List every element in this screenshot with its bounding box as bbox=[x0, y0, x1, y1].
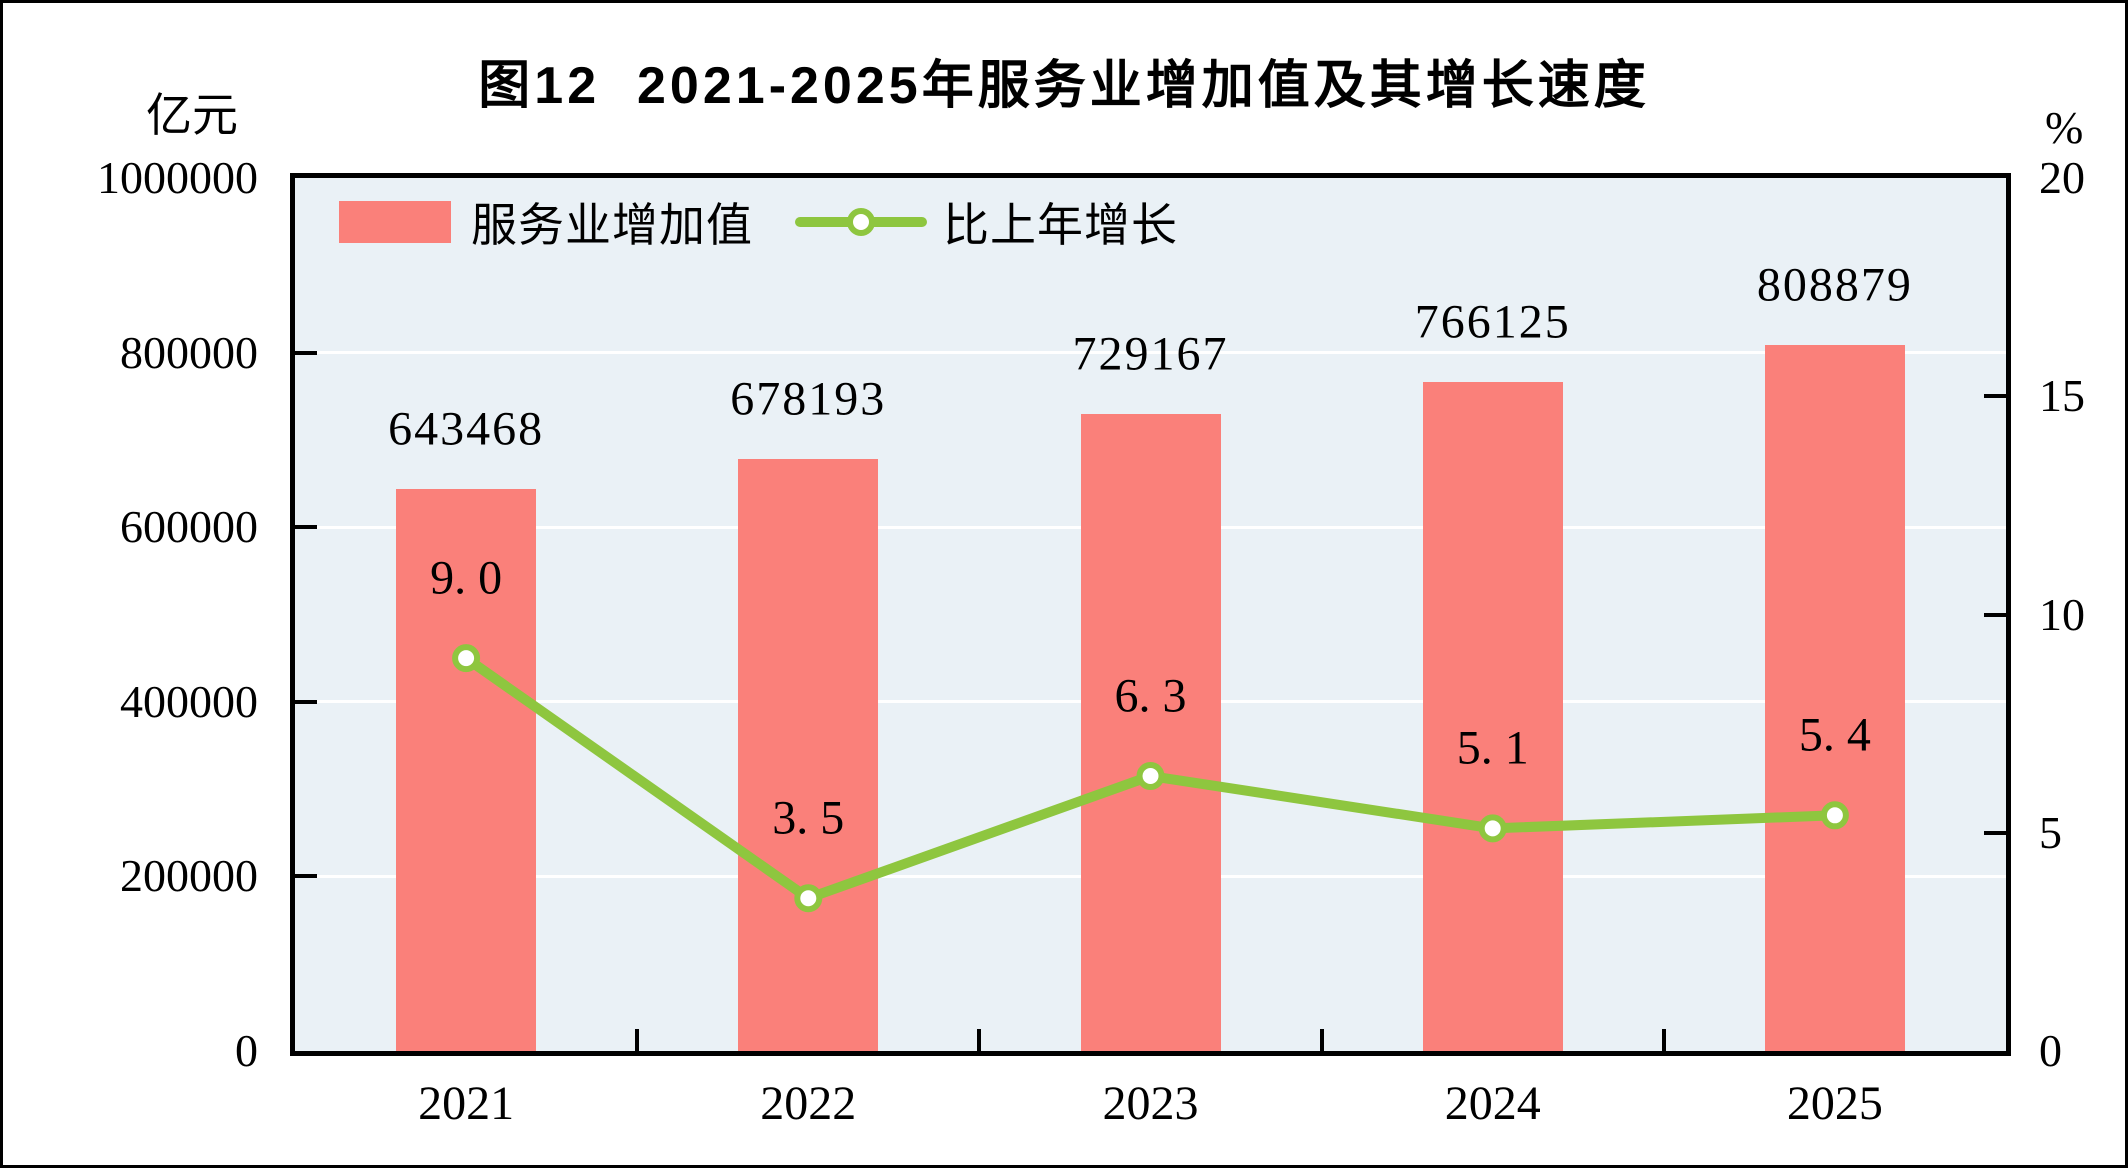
right-axis-tick bbox=[1984, 394, 2006, 399]
growth-value-label-2024: 5. 1 bbox=[1456, 721, 1529, 775]
left-axis-tick-label: 1000000 bbox=[97, 152, 258, 203]
right-axis-tick-label: 10 bbox=[2039, 588, 2085, 640]
x-axis-tick-label-2021: 2021 bbox=[418, 1077, 515, 1130]
left-axis-tick-label: 200000 bbox=[120, 850, 258, 902]
x-axis-tick bbox=[977, 1029, 982, 1051]
left-axis-tick-label: 800000 bbox=[120, 326, 258, 378]
bar-value-label-2025: 808879 bbox=[1756, 258, 1913, 312]
legend-line-sample bbox=[795, 201, 927, 243]
bar-2022 bbox=[738, 458, 879, 1051]
legend-bar-label: 服务业增加值 bbox=[471, 200, 753, 251]
x-axis-tick-label-2022: 2022 bbox=[760, 1077, 857, 1130]
growth-value-label-2025: 5. 4 bbox=[1798, 708, 1871, 762]
bar-2025 bbox=[1764, 344, 1905, 1051]
right-axis-tick-label: 0 bbox=[2039, 1025, 2062, 1076]
x-axis-tick-label-2023: 2023 bbox=[1102, 1077, 1199, 1130]
growth-value-label-2021: 9. 0 bbox=[430, 551, 503, 605]
left-axis-tick bbox=[295, 350, 317, 355]
bar-2024 bbox=[1422, 382, 1563, 1051]
left-axis-tick-label: 400000 bbox=[120, 675, 258, 727]
left-axis-unit-label: 亿元 bbox=[146, 90, 238, 141]
x-axis-tick-label-2025: 2025 bbox=[1786, 1077, 1883, 1130]
bar-2023 bbox=[1080, 414, 1221, 1051]
x-axis-tick-label-2024: 2024 bbox=[1444, 1077, 1541, 1130]
bar-value-label-2024: 766125 bbox=[1414, 295, 1571, 349]
growth-value-label-2023: 6. 3 bbox=[1114, 669, 1187, 723]
left-axis-tick bbox=[295, 525, 317, 530]
legend: 服务业增加值 比上年增长 bbox=[339, 196, 1178, 251]
x-axis-tick bbox=[1319, 1029, 1324, 1051]
legend-line-marker-icon bbox=[847, 208, 875, 236]
x-axis-tick bbox=[1661, 1029, 1666, 1051]
bar-2021 bbox=[396, 489, 537, 1051]
growth-marker-2022 bbox=[794, 884, 823, 913]
gridline bbox=[295, 351, 2006, 355]
growth-marker-2024 bbox=[1478, 814, 1507, 843]
growth-marker-2021 bbox=[452, 644, 481, 673]
plot-inner: 服务业增加值 比上年增长 643468 678193 729167 766125 808… bbox=[295, 178, 2006, 1051]
bar-value-label-2022: 678193 bbox=[730, 372, 887, 426]
x-axis-tick bbox=[635, 1029, 640, 1051]
bar-value-label-2023: 729167 bbox=[1072, 327, 1229, 381]
right-axis-tick bbox=[1984, 830, 2006, 835]
growth-marker-2023 bbox=[1136, 762, 1165, 791]
growth-line-svg bbox=[452, 644, 1849, 913]
right-axis-unit-label: % bbox=[2045, 102, 2084, 153]
right-axis-tick-label: 5 bbox=[2039, 806, 2062, 858]
left-axis-tick-label: 600000 bbox=[120, 501, 258, 553]
growth-value-label-2022: 3. 5 bbox=[772, 791, 845, 845]
right-axis-tick bbox=[1984, 612, 2006, 617]
growth-marker-2025 bbox=[1820, 801, 1849, 830]
plot-area: 服务业增加值 比上年增长 643468 678193 729167 766125 808… bbox=[290, 173, 2011, 1056]
bar-value-label-2021: 643468 bbox=[388, 402, 545, 456]
right-axis-tick-label: 15 bbox=[2039, 370, 2085, 422]
legend-bar-swatch bbox=[339, 201, 451, 243]
left-axis-tick bbox=[295, 699, 317, 704]
legend-line-label: 比上年增长 bbox=[943, 200, 1178, 251]
left-axis-tick-label: 0 bbox=[235, 1025, 258, 1076]
right-axis-tick-label: 20 bbox=[2039, 152, 2085, 203]
chart-title: 图12 2021-2025年服务业增加值及其增长速度 bbox=[478, 57, 1650, 115]
left-axis-tick bbox=[295, 874, 317, 879]
